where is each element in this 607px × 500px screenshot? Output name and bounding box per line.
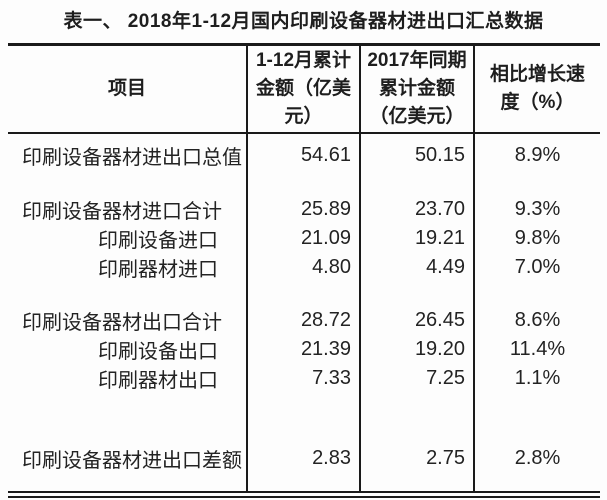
- import-export-summary-table: 项目 1-12月累计金额（亿美元） 2017年同期累计金额（亿美元） 相比增长速…: [8, 43, 600, 498]
- table-row-trade-balance: 印刷设备器材进出口差额 2.83 2.75 2.8%: [8, 443, 600, 473]
- item-cell: 印刷设备器材出口合计: [22, 311, 222, 334]
- table-row-materials-export: 印刷器材出口 7.33 7.25 1.1%: [8, 363, 600, 393]
- spacer-row: [8, 392, 600, 444]
- growth-cell: 8.9%: [473, 132, 600, 177]
- table-row-import-total: 印刷设备器材进口合计 25.89 23.70 9.3%: [8, 194, 600, 224]
- item-cell: 印刷设备器材进出口差额: [22, 449, 242, 472]
- spacer-row: [8, 472, 600, 495]
- growth-cell: 7.0%: [473, 252, 600, 282]
- item-cell: 印刷设备出口: [98, 340, 218, 363]
- item-cell: 印刷设备进口: [98, 229, 218, 252]
- header-growth-rate: 相比增长速度（%）: [473, 44, 600, 134]
- spacer-row: [8, 281, 600, 306]
- value-2018-cell: 54.61: [246, 132, 360, 177]
- header-previous-amount: 2017年同期累计金额（亿美元）: [359, 44, 474, 134]
- growth-cell: 11.4%: [473, 334, 600, 364]
- value-2017-cell: 7.25: [359, 363, 474, 393]
- table-body: 印刷设备器材进出口总值 54.61 50.15 8.9% 印刷设备器材进口合计 …: [8, 132, 600, 495]
- table-row-equipment-export: 印刷设备出口 21.39 19.20 11.4%: [8, 334, 600, 364]
- value-2017-cell: 4.49: [359, 252, 474, 282]
- item-cell: 印刷设备器材进口合计: [22, 200, 222, 223]
- table-row-export-total: 印刷设备器材出口合计 28.72 26.45 8.6%: [8, 305, 600, 335]
- spacer-row: [8, 176, 600, 195]
- item-cell: 印刷器材进口: [98, 258, 218, 281]
- value-2017-cell: 19.21: [359, 223, 474, 253]
- table-header: 项目 1-12月累计金额（亿美元） 2017年同期累计金额（亿美元） 相比增长速…: [8, 44, 600, 134]
- table-row-total: 印刷设备器材进出口总值 54.61 50.15 8.9%: [8, 132, 600, 177]
- growth-cell: 1.1%: [473, 363, 600, 393]
- value-2018-cell: 28.72: [246, 305, 360, 335]
- value-2017-cell: 2.75: [359, 443, 474, 473]
- value-2018-cell: 21.09: [246, 223, 360, 253]
- item-cell: 印刷器材出口: [98, 369, 218, 392]
- header-row: 项目 1-12月累计金额（亿美元） 2017年同期累计金额（亿美元） 相比增长速…: [8, 44, 600, 134]
- growth-cell: 9.3%: [473, 194, 600, 224]
- growth-cell: 2.8%: [473, 443, 600, 473]
- table-row-equipment-import: 印刷设备进口 21.09 19.21 9.8%: [8, 223, 600, 253]
- growth-cell: 9.8%: [473, 223, 600, 253]
- value-2018-cell: 25.89: [246, 194, 360, 224]
- value-2017-cell: 19.20: [359, 334, 474, 364]
- table-row-materials-import: 印刷器材进口 4.80 4.49 7.0%: [8, 252, 600, 282]
- value-2018-cell: 4.80: [246, 252, 360, 282]
- value-2018-cell: 7.33: [246, 363, 360, 393]
- value-2017-cell: 23.70: [359, 194, 474, 224]
- value-2017-cell: 26.45: [359, 305, 474, 335]
- growth-cell: 8.6%: [473, 305, 600, 335]
- value-2018-cell: 21.39: [246, 334, 360, 364]
- header-current-amount: 1-12月累计金额（亿美元）: [246, 44, 360, 134]
- header-item: 项目: [8, 44, 247, 134]
- item-cell: 印刷设备器材进出口总值: [22, 146, 242, 169]
- value-2017-cell: 50.15: [359, 132, 474, 177]
- value-2018-cell: 2.83: [246, 443, 360, 473]
- table-title: 表一、 2018年1-12月国内印刷设备器材进出口汇总数据: [63, 11, 544, 32]
